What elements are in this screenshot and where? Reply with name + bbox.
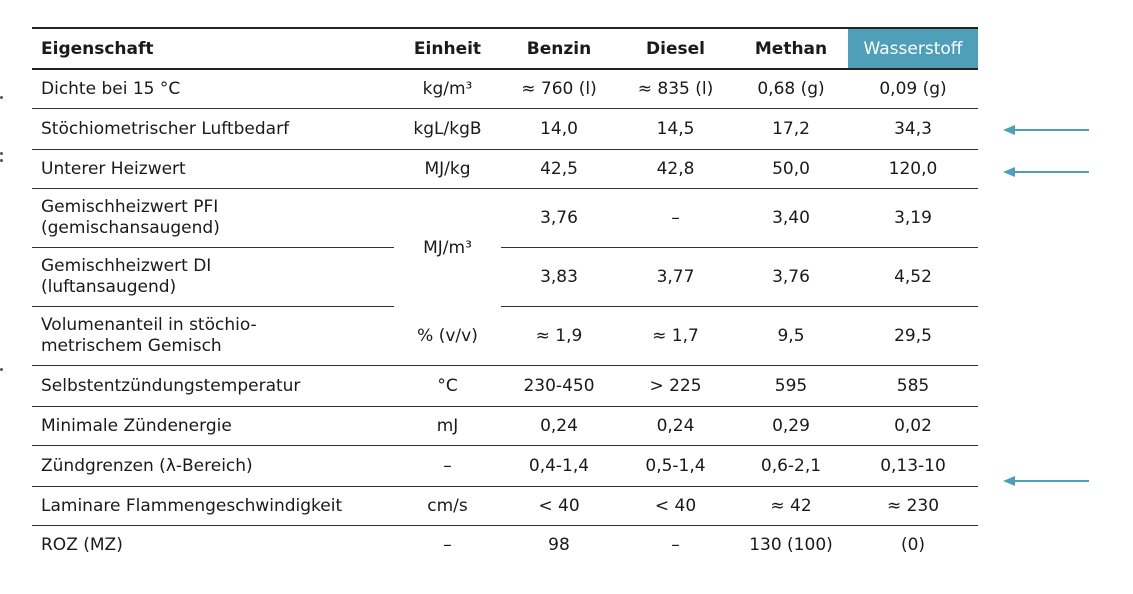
unit-cell: cm/s (394, 486, 501, 526)
page-edge-mark (0, 368, 3, 371)
benzin-cell: 3,76 (501, 188, 617, 248)
table-row: Gemischheizwert DI (luftansaugend) 3,83 … (32, 247, 978, 307)
header-wasserstoff: Wasserstoff (848, 27, 978, 70)
table-row: Stöchiometrischer Luftbedarf kgL/kgB 14,… (32, 108, 978, 150)
property-label: Unterer Heizwert (32, 149, 394, 189)
wasserstoff-cell: ≈ 230 (848, 486, 978, 526)
table-row: Minimale Zündenergie mJ 0,24 0,24 0,29 0… (32, 406, 978, 446)
highlight-arrow-icon (1003, 125, 1089, 135)
property-label-line: Gemischheizwert DI (41, 256, 212, 276)
methan-cell: 3,40 (734, 188, 848, 248)
wasserstoff-cell: 585 (848, 365, 978, 407)
property-label: Zündgrenzen (λ-Bereich) (32, 445, 394, 487)
unit-cell: mJ (394, 406, 501, 446)
unit-cell: °C (394, 365, 501, 407)
property-label-line: (luftansaugend) (41, 277, 177, 297)
wasserstoff-cell: 29,5 (848, 306, 978, 366)
table-row: Volumenanteil in stöchio- metrischem Gem… (32, 306, 978, 366)
wasserstoff-cell: 120,0 (848, 149, 978, 189)
diesel-cell: – (671, 535, 680, 555)
methan-cell: ≈ 42 (734, 486, 848, 526)
highlight-arrow-icon (1003, 167, 1089, 177)
highlight-arrow-icon (1003, 476, 1089, 486)
page-edge-mark (0, 159, 3, 162)
benzin-cell: ≈ 1,9 (501, 306, 617, 366)
table-row: ROZ (MZ) – 98 – 130 (100) (0) (32, 526, 978, 565)
property-label: Stöchiometrischer Luftbedarf (32, 108, 394, 150)
property-label: Dichte bei 15 °C (32, 69, 394, 109)
wasserstoff-cell: 0,02 (848, 406, 978, 446)
property-label: ROZ (MZ) (41, 535, 123, 555)
benzin-cell: 3,83 (501, 247, 617, 307)
wasserstoff-cell: (0) (900, 535, 926, 555)
property-label-line: Volumenanteil in stöchio- (41, 315, 257, 335)
header-row: Eigenschaft Einheit Benzin Diesel Methan… (32, 27, 978, 70)
diesel-cell: < 40 (617, 486, 734, 526)
property-label: Gemischheizwert DI (luftansaugend) (32, 247, 394, 307)
diesel-cell: > 225 (617, 365, 734, 407)
methan-cell: 0,68 (g) (734, 69, 848, 109)
diesel-cell: 14,5 (617, 108, 734, 150)
methan-cell: 17,2 (734, 108, 848, 150)
property-label: Selbstentzündungstemperatur (32, 365, 394, 407)
benzin-cell: < 40 (501, 486, 617, 526)
table-row: Selbstentzündungstemperatur °C 230-450 >… (32, 365, 978, 407)
unit-cell: – (443, 535, 452, 555)
property-label-line: (gemischansaugend) (41, 218, 220, 238)
header-benzin: Benzin (501, 27, 617, 70)
property-label-line: metrischem Gemisch (41, 336, 222, 356)
header-diesel: Diesel (617, 27, 734, 70)
wasserstoff-cell: 0,13-10 (848, 445, 978, 487)
unit-cell: – (394, 445, 501, 487)
header-methan: Methan (734, 27, 848, 70)
benzin-cell: 230-450 (501, 365, 617, 407)
benzin-cell: ≈ 760 (l) (501, 69, 617, 109)
benzin-cell: 42,5 (501, 149, 617, 189)
property-label: Gemischheizwert PFI (gemischansaugend) (32, 188, 394, 248)
benzin-cell: 0,4-1,4 (501, 445, 617, 487)
page-edge-mark (0, 96, 3, 99)
table-row: Dichte bei 15 °C kg/m³ ≈ 760 (l) ≈ 835 (… (32, 69, 978, 109)
methan-cell: 0,6-2,1 (734, 445, 848, 487)
methan-cell: 130 (100) (749, 535, 833, 555)
benzin-cell: 0,24 (501, 406, 617, 446)
methan-cell: 595 (734, 365, 848, 407)
property-label: Volumenanteil in stöchio- metrischem Gem… (32, 306, 394, 366)
table-row: Gemischheizwert PFI (gemischansaugend) M… (32, 188, 978, 258)
benzin-cell: 14,0 (501, 108, 617, 150)
unit-cell: MJ/kg (394, 149, 501, 189)
table-row: Laminare Flammengeschwindigkeit cm/s < 4… (32, 486, 978, 526)
benzin-cell: 98 (548, 535, 570, 555)
table-row: Zündgrenzen (λ-Bereich) – 0,4-1,4 0,5-1,… (32, 445, 978, 487)
diesel-cell: 3,77 (617, 247, 734, 307)
page-edge-mark (0, 152, 3, 155)
wasserstoff-cell: 4,52 (848, 247, 978, 307)
unit-cell: kgL/kgB (394, 108, 501, 150)
fuel-properties-table: Eigenschaft Einheit Benzin Diesel Methan… (32, 27, 978, 564)
property-label: Minimale Zündenergie (32, 406, 394, 446)
unit-cell: MJ/m³ (423, 237, 472, 258)
methan-cell: 50,0 (734, 149, 848, 189)
diesel-cell: – (617, 188, 734, 248)
diesel-cell: 42,8 (617, 149, 734, 189)
diesel-cell: 0,24 (617, 406, 734, 446)
diesel-cell: 0,5-1,4 (617, 445, 734, 487)
methan-cell: 0,29 (734, 406, 848, 446)
unit-cell: kg/m³ (394, 69, 501, 109)
table-row: Unterer Heizwert MJ/kg 42,5 42,8 50,0 12… (32, 149, 978, 189)
wasserstoff-cell: 0,09 (g) (848, 69, 978, 109)
methan-cell: 3,76 (734, 247, 848, 307)
header-eigenschaft: Eigenschaft (32, 27, 394, 70)
wasserstoff-cell: 34,3 (848, 108, 978, 150)
methan-cell: 9,5 (734, 306, 848, 366)
property-label-line: Gemischheizwert PFI (41, 197, 219, 217)
diesel-cell: ≈ 1,7 (617, 306, 734, 366)
wasserstoff-cell: 3,19 (848, 188, 978, 248)
header-einheit: Einheit (394, 27, 501, 70)
diesel-cell: ≈ 835 (l) (617, 69, 734, 109)
property-label: Laminare Flammengeschwindigkeit (32, 486, 394, 526)
unit-cell: % (v/v) (394, 306, 501, 366)
